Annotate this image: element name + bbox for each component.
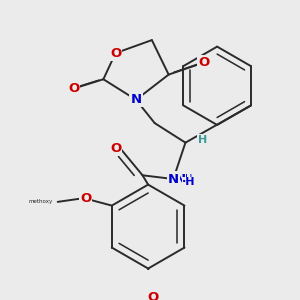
Text: N: N [130, 93, 142, 106]
Text: methoxy: methoxy [29, 200, 53, 204]
Text: O: O [80, 192, 91, 205]
Text: N: N [168, 172, 179, 185]
Text: H: H [184, 177, 194, 187]
Text: O: O [199, 56, 210, 69]
Text: ·H: ·H [182, 177, 195, 187]
Text: O: O [68, 82, 79, 95]
Text: N: N [175, 172, 186, 185]
Text: O: O [147, 291, 158, 300]
Text: O: O [110, 142, 121, 155]
Text: H: H [198, 135, 207, 145]
Text: ·H: ·H [182, 174, 192, 184]
Text: O: O [110, 46, 121, 60]
